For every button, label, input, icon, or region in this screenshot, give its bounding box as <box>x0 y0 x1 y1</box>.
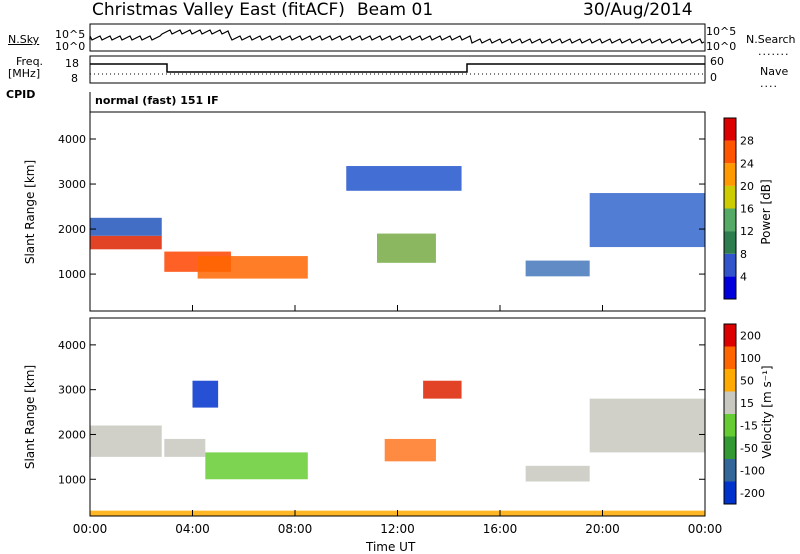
power-colorbar-frame <box>723 117 737 300</box>
power-colorbar-tick-0: 4 <box>740 270 747 283</box>
velocity-band-7 <box>589 398 705 453</box>
velocity-colorbar-tick-2: 50 <box>740 374 754 387</box>
power-colorbar-tick-5: 24 <box>740 157 754 170</box>
power-ytick-label-2000: 2000 <box>58 223 86 236</box>
nave-tick-top: 60 <box>710 55 724 68</box>
velocity-colorbar-seg-2 <box>724 436 736 459</box>
freq-panel-frame <box>89 55 706 84</box>
velocity-colorbar-tick-3: 15 <box>740 397 754 410</box>
noise-tick-right-bottom: 10^0 <box>706 40 737 53</box>
xtick-label-5: 20:00 <box>585 522 620 536</box>
power-colorbar-seg-3 <box>724 208 736 232</box>
power-colorbar-label: Power [dB] <box>759 179 773 245</box>
power-colorbar-seg-5 <box>724 163 736 186</box>
velocity-ytick-label-4000: 4000 <box>58 339 86 352</box>
freq-label: Freq. <box>16 55 44 68</box>
xtick-label-6: 00:00 <box>688 522 723 536</box>
freq-tick-bottom: 8 <box>71 72 78 85</box>
nsky-trace <box>89 29 705 44</box>
nave-dots: .... <box>760 77 778 90</box>
noise-tick-right-top: 10^5 <box>706 25 737 38</box>
velocity-ytick-label-1000: 1000 <box>58 473 86 486</box>
velocity-band-1 <box>164 438 206 457</box>
nave-label: Nave <box>760 65 789 78</box>
noise-tick-left-top: 10^5 <box>55 28 86 41</box>
site-title: Christmas Valley East (fitACF) <box>92 0 345 20</box>
velocity-colorbar-seg-1 <box>724 459 736 482</box>
velocity-colorbar-seg-4 <box>724 391 736 414</box>
velocity-colorbar-seg-3 <box>724 414 736 437</box>
velocity-band-4 <box>384 438 436 462</box>
power-colorbar-tick-2: 12 <box>740 225 754 238</box>
velocity-band-0 <box>90 425 162 457</box>
nsearch-dots: ....... <box>758 45 790 58</box>
nave-tick-bottom: 0 <box>710 71 717 84</box>
xtick-label-0: 00:00 <box>73 522 108 536</box>
velocity-colorbar-tick-5: -50 <box>740 442 758 455</box>
power-colorbar-seg-7 <box>724 118 736 141</box>
power-colorbar-tick-4: 20 <box>740 180 754 193</box>
velocity-colorbar-seg-6 <box>724 346 736 369</box>
xtick-label-2: 08:00 <box>278 522 313 536</box>
power-colorbar-seg-1 <box>724 253 736 277</box>
velocity-colorbar-tick-6: -100 <box>740 464 765 477</box>
velocity-colorbar-seg-7 <box>724 324 736 347</box>
beam-label: Beam 01 <box>357 0 434 20</box>
xtick-label-1: 04:00 <box>175 522 210 536</box>
power-colorbar-tick-6: 28 <box>740 135 754 148</box>
power-colorbar-tick-3: 16 <box>740 203 754 216</box>
power-ytick-label-4000: 4000 <box>58 133 86 146</box>
power-band-5 <box>525 260 590 277</box>
power-colorbar-seg-2 <box>724 231 736 254</box>
x-axis-label: Time UT <box>366 540 416 554</box>
velocity-band-6 <box>525 465 590 482</box>
freq-trace <box>90 63 705 73</box>
velocity-band-2 <box>205 452 308 480</box>
power-band-3 <box>197 256 308 279</box>
power-band-0 <box>90 235 162 250</box>
power-band-6 <box>346 166 462 191</box>
velocity-ytick-label-3000: 3000 <box>58 384 86 397</box>
nsearch-label: N.Search <box>746 33 796 46</box>
velocity-colorbar-tick-4: -15 <box>740 419 758 432</box>
power-band-4 <box>377 233 436 263</box>
cpid-text: normal (fast) 151 IF <box>95 94 219 107</box>
power-ytick-label-1000: 1000 <box>58 268 86 281</box>
velocity-colorbar-tick-1: 100 <box>740 352 761 365</box>
power-colorbar-seg-0 <box>724 276 736 299</box>
date-label: 30/Aug/2014 <box>583 0 693 20</box>
power-colorbar-seg-4 <box>724 185 736 209</box>
power-ytick-label-3000: 3000 <box>58 178 86 191</box>
velocity-band-5 <box>423 380 462 399</box>
xtick-label-4: 16:00 <box>483 522 518 536</box>
cpid-label: CPID <box>6 88 36 101</box>
velocity-colorbar-label: Velocity [m s⁻¹] <box>760 365 774 459</box>
power-band-1 <box>90 217 162 236</box>
velocity-colorbar-seg-5 <box>724 369 736 392</box>
power-colorbar-tick-1: 8 <box>740 248 747 261</box>
noise-tick-left-bottom: 10^0 <box>55 40 86 53</box>
freq-tick-top: 18 <box>65 57 79 70</box>
power-band-7 <box>589 193 705 248</box>
velocity-band-3 <box>192 380 219 408</box>
velocity-ylabel: Slant Range [km] <box>23 364 37 470</box>
velocity-ytick-label-2000: 2000 <box>58 428 86 441</box>
nsky-label: N.Sky <box>8 33 40 46</box>
velocity-colorbar-frame <box>723 323 737 505</box>
power-ylabel: Slant Range [km] <box>23 159 37 265</box>
power-colorbar-seg-6 <box>724 140 736 164</box>
velocity-colorbar-seg-0 <box>724 481 736 504</box>
freq-unit-label: [MHz] <box>8 67 41 80</box>
velocity-colorbar-tick-7: -200 <box>740 487 765 500</box>
velocity-colorbar-tick-0: 200 <box>740 329 761 342</box>
xtick-label-3: 12:00 <box>380 522 415 536</box>
